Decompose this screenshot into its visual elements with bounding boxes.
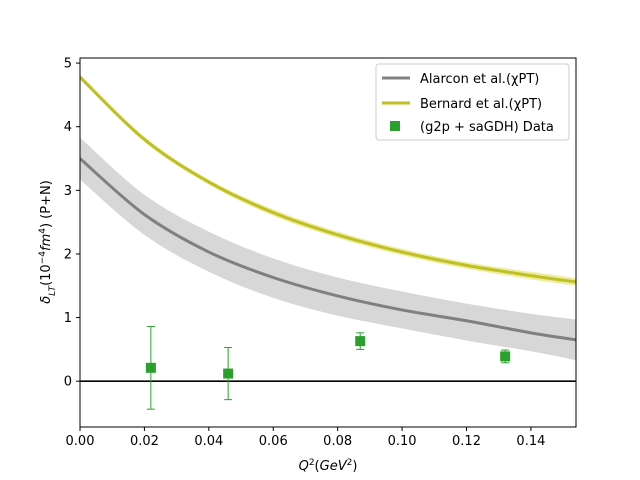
legend-swatch-data <box>390 121 400 131</box>
x-axis-label: Q2(GeV2) <box>299 458 358 474</box>
legend-label-alarcon: Alarcon et al.(χPT) <box>420 72 539 87</box>
data-point <box>145 362 156 373</box>
plot-area <box>80 74 576 410</box>
legend: Alarcon et al.(χPT) Bernard et al.(χPT) … <box>375 63 570 141</box>
data-point <box>500 351 511 362</box>
data-point-group <box>223 346 234 401</box>
plot-clipped-group <box>80 74 576 361</box>
data-point-group <box>500 349 511 364</box>
y-tick-label: 5 <box>64 57 72 72</box>
legend-entry-data: (g2p + saGDH) Data <box>390 120 554 135</box>
data-point-group <box>145 325 156 410</box>
legend-entry-bernard: Bernard et al.(χPT) <box>382 97 542 112</box>
y-tick-label: 0 <box>64 375 72 390</box>
data-point <box>355 336 366 347</box>
legend-label-bernard: Bernard et al.(χPT) <box>420 97 542 112</box>
y-tick-label: 4 <box>64 120 72 135</box>
y-tick-label: 2 <box>64 247 72 262</box>
x-tick-label: 0.02 <box>130 434 159 449</box>
legend-label-data: (g2p + saGDH) Data <box>420 120 554 135</box>
x-tick-label: 0.04 <box>194 434 223 449</box>
x-tick-label: 0.08 <box>323 434 352 449</box>
y-tick-label: 3 <box>64 184 72 199</box>
axes: 0.00 0.02 0.04 0.06 0.08 0.10 0.12 0.14 0 1 2 3 4 5 <box>64 57 577 449</box>
series-1-line <box>80 76 576 284</box>
x-tick-label: 0.00 <box>66 434 95 449</box>
x-tick-label: 0.12 <box>452 434 481 449</box>
series-0-band <box>80 137 576 361</box>
y-tick-label: 1 <box>64 311 72 326</box>
x-tick-label: 0.14 <box>516 434 545 449</box>
legend-entry-alarcon: Alarcon et al.(χPT) <box>382 72 539 87</box>
series-0-line <box>80 157 576 342</box>
legend-frame <box>375 63 570 141</box>
x-tick-label: 0.10 <box>388 434 417 449</box>
x-tick-label: 0.06 <box>259 434 288 449</box>
data-point <box>223 368 234 379</box>
data-point-group <box>355 332 366 350</box>
y-axis-label: δLT(10−4fm4) (P+N) <box>38 180 58 304</box>
axes-frame <box>79 57 577 428</box>
